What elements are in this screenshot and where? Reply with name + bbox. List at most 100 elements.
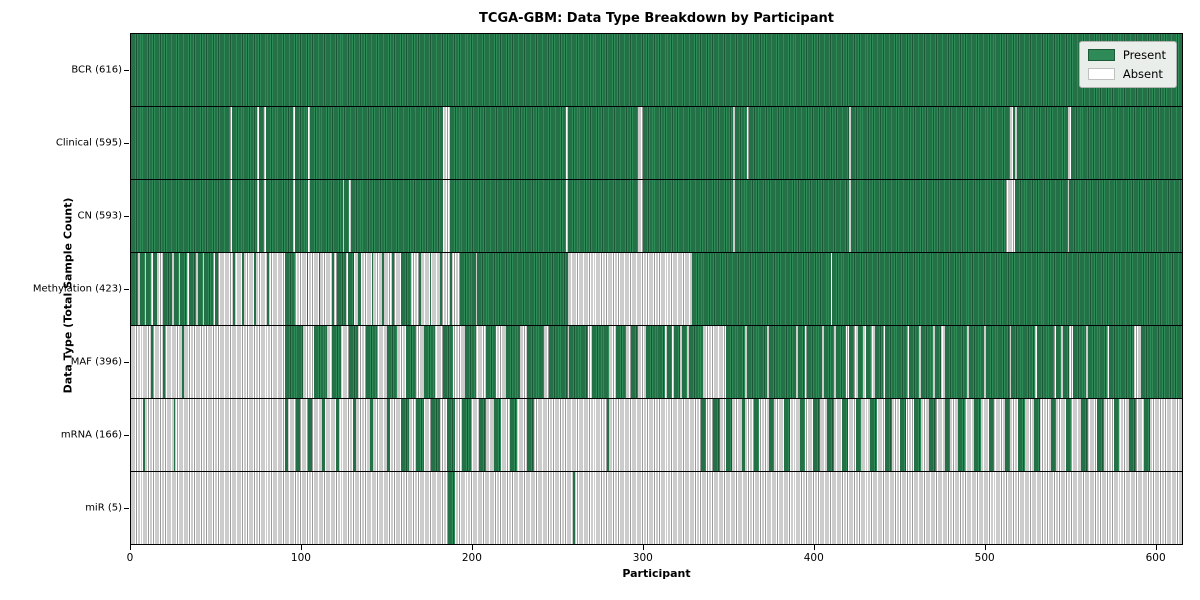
y-tick-mark [124, 362, 129, 364]
present-segment [400, 253, 411, 325]
present-segment [885, 326, 908, 398]
present-segment [182, 326, 184, 398]
row-mRNA [131, 399, 1182, 472]
present-segment [446, 399, 456, 471]
present-segment [1014, 180, 1068, 252]
plot-area [130, 33, 1183, 545]
present-segment [509, 399, 517, 471]
row-Clinical [131, 107, 1182, 180]
y-tick-mark [124, 215, 129, 217]
present-segment [131, 180, 230, 252]
present-segment [308, 399, 312, 471]
present-segment [1096, 399, 1104, 471]
present-segment [450, 107, 567, 179]
legend-label-absent: Absent [1122, 67, 1163, 81]
present-segment [842, 399, 848, 471]
y-tick-label-Methylation: Methylation (423) [32, 283, 122, 295]
present-segment [569, 326, 589, 398]
present-segment [1065, 399, 1072, 471]
present-segment [306, 253, 309, 325]
present-segment [1108, 326, 1135, 398]
present-segment [347, 253, 355, 325]
present-segment [734, 107, 747, 179]
present-segment [231, 107, 258, 179]
row-BCR [131, 34, 1182, 107]
present-segment [799, 399, 805, 471]
present-swatch [1087, 49, 1115, 61]
legend-label-present: Present [1122, 48, 1166, 62]
present-segment [823, 326, 834, 398]
present-segment [294, 180, 309, 252]
present-segment [310, 180, 343, 252]
present-segment [431, 399, 440, 471]
present-segment [688, 326, 703, 398]
present-segment [646, 326, 666, 398]
present-segment [1071, 107, 1182, 179]
present-segment [1050, 399, 1056, 471]
present-segment [784, 399, 790, 471]
present-segment [567, 107, 638, 179]
x-tick-mark [130, 545, 131, 550]
present-segment [231, 180, 258, 252]
present-segment [973, 399, 981, 471]
present-segment [849, 326, 855, 398]
present-segment [1055, 326, 1061, 398]
present-segment [642, 180, 734, 252]
present-segment [369, 399, 374, 471]
present-segment [851, 180, 1007, 252]
present-segment [769, 326, 797, 398]
present-segment [753, 399, 759, 471]
row-MAF [131, 326, 1182, 399]
present-segment [284, 399, 288, 471]
present-segment [267, 253, 270, 325]
present-segment [335, 399, 340, 471]
present-segment [726, 326, 746, 398]
present-segment [460, 253, 476, 325]
present-segment [173, 253, 179, 325]
present-segment [769, 399, 775, 471]
present-segment [798, 326, 805, 398]
y-tick-label-Clinical: Clinical (595) [55, 137, 122, 149]
present-segment [1072, 326, 1087, 398]
present-segment [607, 399, 609, 471]
present-segment [318, 253, 321, 325]
present-segment [929, 399, 937, 471]
legend: Present Absent [1078, 41, 1177, 88]
x-tick-mark [300, 545, 302, 550]
present-segment [1069, 180, 1182, 252]
present-segment [258, 107, 265, 179]
x-axis-label: Participant [622, 567, 691, 580]
present-segment [392, 253, 394, 325]
present-segment [874, 326, 884, 398]
present-segment [332, 326, 341, 398]
present-segment [284, 253, 295, 325]
present-segment [284, 326, 304, 398]
present-segment [450, 180, 567, 252]
chart-title: TCGA-GBM: Data Type Breakdown by Partici… [479, 11, 834, 26]
present-segment [869, 399, 877, 471]
x-tick-label: 0 [126, 552, 134, 564]
present-segment [885, 399, 892, 471]
present-segment [310, 107, 444, 179]
present-segment [682, 326, 688, 398]
present-segment [726, 399, 732, 471]
present-segment [351, 180, 444, 252]
x-tick-mark [1155, 545, 1157, 550]
x-tick-label: 400 [803, 552, 824, 564]
present-segment [294, 107, 309, 179]
present-segment [450, 253, 452, 325]
present-segment [265, 107, 294, 179]
present-segment [712, 399, 720, 471]
present-segment [415, 399, 425, 471]
present-segment [357, 253, 362, 325]
present-segment [572, 472, 575, 544]
present-segment [494, 399, 502, 471]
present-segment [1144, 399, 1150, 471]
present-segment [214, 253, 218, 325]
present-segment [352, 399, 357, 471]
present-segment [448, 472, 456, 544]
present-segment [253, 253, 256, 325]
present-segment [163, 326, 166, 398]
present-segment [813, 399, 821, 471]
